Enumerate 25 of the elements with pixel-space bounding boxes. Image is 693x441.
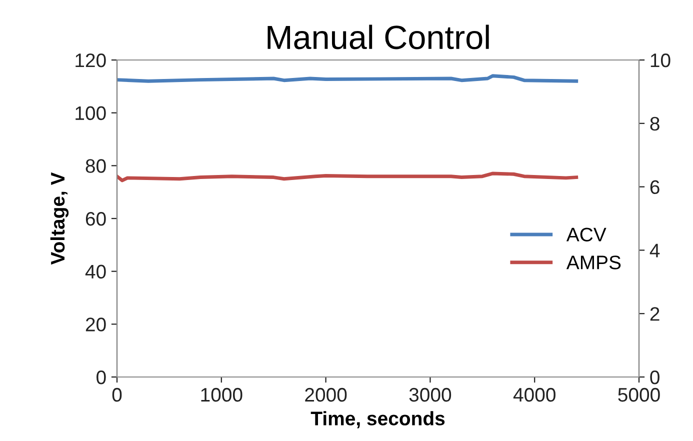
y-tick-label: 120 bbox=[76, 53, 106, 68]
y-tick-label: 60 bbox=[86, 212, 106, 226]
legend-label: ACV bbox=[566, 228, 606, 242]
y2-tick-label: 10 bbox=[650, 53, 670, 68]
y2-tick-label: 0 bbox=[650, 370, 660, 384]
x-tick-label: 1000 bbox=[201, 388, 242, 402]
y-tick-label: 80 bbox=[86, 159, 106, 173]
y2-tick-label: 6 bbox=[650, 180, 660, 194]
x-tick-label: 5000 bbox=[618, 388, 660, 402]
legend-label: AMPS bbox=[566, 256, 621, 270]
y-tick-label: 0 bbox=[96, 370, 106, 384]
x-tick-label: 4000 bbox=[513, 388, 556, 402]
chart-title: Manual Control bbox=[268, 24, 489, 50]
x-tick-label: 2000 bbox=[305, 388, 347, 402]
x-tick-label: 0 bbox=[112, 388, 122, 402]
y2-tick-label: 8 bbox=[650, 116, 660, 131]
y-axis-title: Voltage, V bbox=[50, 172, 69, 265]
y-tick-label: 100 bbox=[76, 106, 106, 120]
y2-tick-label: 4 bbox=[650, 244, 660, 258]
y-tick-label: 40 bbox=[85, 264, 106, 279]
y2-tick-label: 2 bbox=[650, 307, 660, 321]
line-series bbox=[117, 172, 578, 182]
x-tick-label: 3000 bbox=[409, 388, 452, 402]
y-tick-label: 20 bbox=[86, 318, 106, 332]
x-axis-title: Time, seconds bbox=[310, 411, 445, 428]
